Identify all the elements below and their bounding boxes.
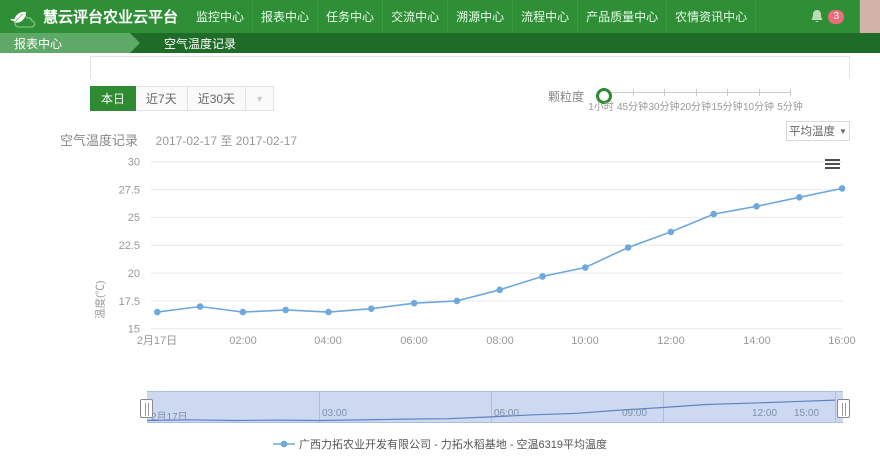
svg-text:08:00: 08:00 (486, 335, 514, 347)
svg-text:12:00: 12:00 (657, 335, 685, 347)
svg-text:02:00: 02:00 (229, 335, 257, 347)
svg-text:27.5: 27.5 (119, 184, 140, 196)
svg-text:15: 15 (128, 324, 140, 336)
svg-text:14:00: 14:00 (743, 335, 771, 347)
svg-text:16:00: 16:00 (828, 335, 856, 347)
svg-text:20: 20 (128, 268, 140, 280)
svg-text:04:00: 04:00 (314, 335, 342, 347)
svg-text:06:00: 06:00 (400, 335, 428, 347)
svg-text:2月17日: 2月17日 (137, 335, 177, 347)
svg-text:10:00: 10:00 (571, 335, 599, 347)
svg-text:17.5: 17.5 (119, 296, 140, 308)
svg-text:22.5: 22.5 (119, 240, 140, 252)
svg-text:30: 30 (128, 157, 140, 169)
svg-text:25: 25 (128, 212, 140, 224)
